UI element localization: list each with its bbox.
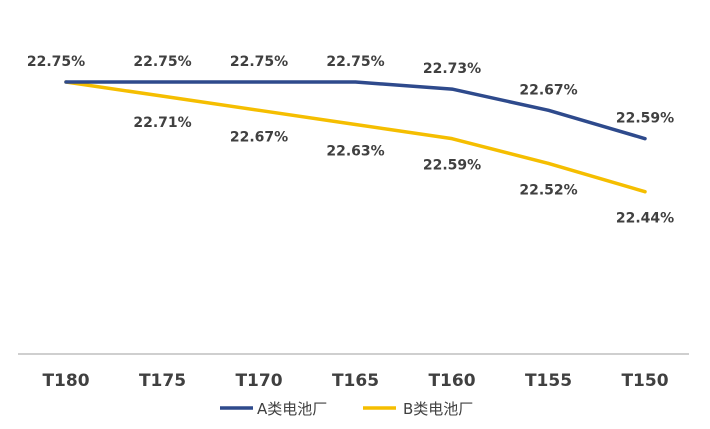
- series-a-data-label: 22.75%: [230, 54, 288, 70]
- series-a-point: [450, 87, 454, 91]
- series-a-point: [354, 80, 357, 84]
- series-b-point: [161, 94, 164, 98]
- series-b-point: [257, 108, 261, 112]
- series-b-point: [643, 190, 647, 194]
- legend-label-b: B类电池厂: [403, 400, 473, 418]
- series-b-point: [450, 137, 454, 141]
- x-tick-label: T180: [42, 371, 89, 391]
- x-tick-label: T170: [235, 371, 282, 391]
- x-tick-label: T160: [428, 371, 475, 391]
- x-tick-label: T175: [139, 371, 186, 391]
- legend: A类电池厂 B类电池厂: [220, 400, 473, 418]
- series-a-data-label: 22.59%: [616, 111, 674, 127]
- series-b-data-label: 22.71%: [133, 115, 191, 131]
- series-a-data-label: 22.75%: [133, 54, 191, 70]
- legend-item-a: A类电池厂: [220, 400, 327, 418]
- series-a-data-label: 22.73%: [423, 61, 481, 77]
- x-axis-ticks: T180 T175 T170 T165 T160 T155 T150: [42, 371, 668, 391]
- data-labels: 22.75% 22.75% 22.75% 22.75% 22.73% 22.67% 22.5…: [27, 54, 674, 227]
- x-tick-label: T150: [621, 371, 668, 391]
- series-b-data-label: 22.59%: [423, 158, 481, 174]
- series-a-data-label: 22.75%: [27, 54, 85, 70]
- series-layer: [64, 80, 647, 194]
- series-b-data-label: 22.63%: [326, 143, 384, 159]
- series-a-point: [64, 80, 68, 84]
- series-b-data-label: 22.52%: [519, 182, 577, 198]
- series-b-point: [547, 161, 550, 165]
- series-a-point: [547, 108, 550, 112]
- x-tick-label: T165: [332, 371, 379, 391]
- series-a-point: [257, 80, 261, 84]
- legend-item-b: B类电池厂: [363, 400, 473, 418]
- series-a-data-label: 22.75%: [326, 54, 384, 70]
- series-b-point: [354, 122, 357, 126]
- series-b-data-label: 22.44%: [616, 211, 674, 227]
- x-tick-label: T155: [525, 371, 572, 391]
- series-b-data-label: 22.67%: [230, 129, 288, 145]
- series-a-point: [643, 137, 647, 141]
- legend-label-a: A类电池厂: [257, 400, 327, 418]
- series-b-line: [64, 80, 647, 194]
- series-a-point: [161, 80, 164, 84]
- series-a-data-label: 22.67%: [519, 82, 577, 98]
